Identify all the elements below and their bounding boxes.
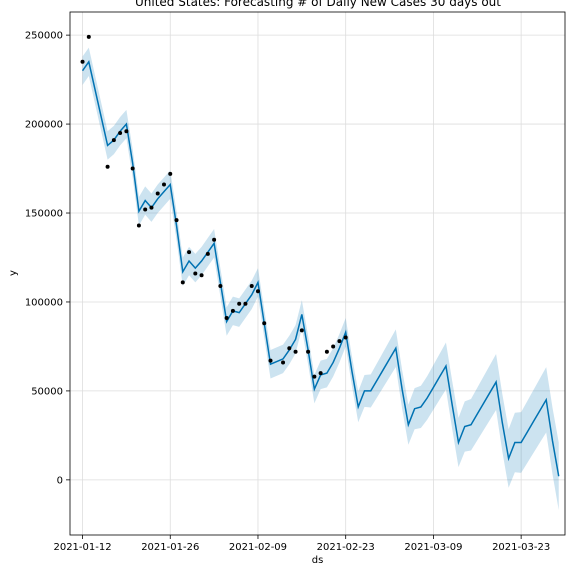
y-tick-label: 150000 bbox=[25, 209, 63, 220]
x-tick-label: 2021-03-23 bbox=[492, 542, 550, 553]
actual-point bbox=[318, 371, 323, 376]
actual-point bbox=[324, 349, 329, 354]
actual-point bbox=[199, 273, 204, 278]
actual-point bbox=[218, 283, 223, 288]
y-axis: 0 50000 100000 150000 200000 250000 bbox=[25, 31, 70, 486]
actual-point bbox=[255, 289, 260, 294]
uncertainty-band-area bbox=[82, 47, 559, 511]
actual-point bbox=[237, 301, 242, 306]
actual-point bbox=[161, 182, 166, 187]
actual-point bbox=[287, 346, 292, 351]
x-tick-label: 2021-03-09 bbox=[404, 542, 462, 553]
actual-point bbox=[130, 166, 135, 171]
actual-point bbox=[281, 360, 286, 365]
grid bbox=[70, 12, 565, 535]
actual-point bbox=[193, 271, 198, 276]
actual-point bbox=[262, 321, 267, 326]
actual-point bbox=[143, 207, 148, 212]
plot-area-frame bbox=[69, 11, 566, 536]
actual-point bbox=[230, 308, 235, 313]
forecast-series bbox=[81, 59, 560, 477]
y-tick-label: 200000 bbox=[25, 120, 63, 131]
actual-point bbox=[243, 301, 248, 306]
actual-series bbox=[80, 34, 348, 379]
chart-title: United States: Forecasting # of Daily Ne… bbox=[135, 0, 501, 9]
forecast-line bbox=[81, 59, 560, 477]
actual-point bbox=[187, 250, 192, 255]
actual-point bbox=[86, 34, 91, 39]
actual-point bbox=[174, 218, 179, 223]
y-tick-label: 250000 bbox=[25, 31, 63, 42]
actual-point bbox=[337, 339, 342, 344]
actual-point bbox=[180, 280, 185, 285]
actual-point bbox=[80, 59, 85, 64]
actual-point bbox=[312, 374, 317, 379]
x-tick-label: 2021-02-09 bbox=[229, 542, 287, 553]
actual-point bbox=[111, 138, 116, 143]
actual-point bbox=[293, 349, 298, 354]
actual-point bbox=[268, 358, 273, 363]
y-tick-label: 100000 bbox=[25, 297, 63, 308]
uncertainty-band bbox=[82, 47, 559, 511]
actual-point bbox=[299, 328, 304, 333]
actual-point bbox=[118, 130, 123, 135]
actual-point bbox=[343, 335, 348, 340]
actual-point bbox=[306, 349, 311, 354]
actual-point bbox=[105, 164, 110, 169]
y-tick-label: 0 bbox=[57, 475, 63, 486]
actual-point bbox=[224, 315, 229, 320]
y-axis-label: y bbox=[8, 270, 19, 276]
actual-point bbox=[124, 129, 129, 134]
x-tick-label: 2021-02-23 bbox=[317, 542, 375, 553]
actual-point bbox=[249, 283, 254, 288]
x-tick-label: 2021-01-26 bbox=[141, 542, 199, 553]
actual-point bbox=[212, 237, 217, 242]
actual-point bbox=[168, 171, 173, 176]
x-axis-label: ds bbox=[312, 555, 324, 566]
y-tick-label: 50000 bbox=[31, 386, 63, 397]
actual-point bbox=[136, 223, 141, 228]
actual-point bbox=[331, 344, 336, 349]
actual-point bbox=[155, 191, 160, 196]
actual-point bbox=[205, 251, 210, 256]
x-tick-label: 2021-01-12 bbox=[53, 542, 111, 553]
x-axis: 2021-01-12 2021-01-26 2021-02-09 2021-02-23… bbox=[53, 535, 550, 553]
actual-point bbox=[149, 205, 154, 210]
